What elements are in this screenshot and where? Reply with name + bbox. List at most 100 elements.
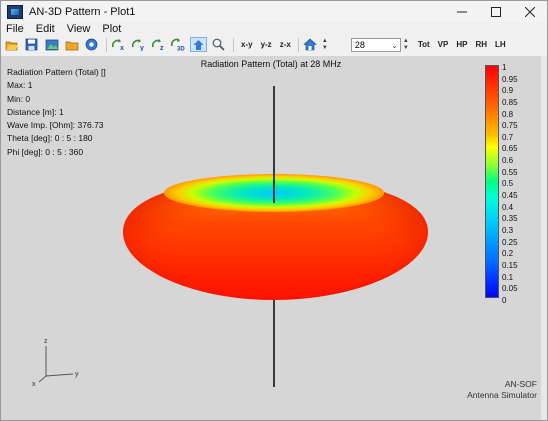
rotate-y-button[interactable]: y <box>130 37 147 52</box>
maximize-button[interactable] <box>479 1 513 22</box>
open-folder-icon <box>5 41 18 50</box>
scale-label: 0.85 <box>502 97 518 107</box>
scale-label: 0.8 <box>502 109 514 119</box>
total-button[interactable]: Tot <box>417 40 430 49</box>
rotate-y-icon: y <box>131 39 144 51</box>
view-top-icon <box>193 39 204 50</box>
toolbar-separator <box>106 37 107 52</box>
svg-text:y: y <box>140 45 144 51</box>
menu-view[interactable]: View <box>66 23 91 35</box>
scale-label: 0.3 <box>502 225 514 235</box>
zoom-button[interactable] <box>210 37 227 52</box>
watermark: AN-SOF Antenna Simulator <box>441 379 537 401</box>
vertical-scrollbar[interactable] <box>541 56 547 420</box>
rotate-z-button[interactable]: z <box>150 37 167 52</box>
spin-up-icon[interactable]: ▲ <box>402 37 409 44</box>
scale-label: 0.55 <box>502 167 518 177</box>
horizontal-polarization-button[interactable]: HP <box>456 40 468 49</box>
axis-z-label: z <box>44 338 48 345</box>
toolbar-separator <box>233 37 234 52</box>
plot-area[interactable]: z y x Radiation Pattern (Total) at 28 MH… <box>1 56 541 420</box>
frequency-select[interactable]: 28 ⌄ <box>350 37 401 52</box>
menu-file[interactable]: File <box>6 23 24 35</box>
scale-label: 0.25 <box>502 237 518 247</box>
info-line: Radiation Pattern (Total) [] <box>7 67 106 77</box>
rotate-3d-button[interactable]: 3D <box>170 37 187 52</box>
minimize-button[interactable] <box>445 1 479 22</box>
svg-text:z: z <box>160 45 164 51</box>
left-hand-polarization-button[interactable]: LH <box>495 40 506 49</box>
save-button[interactable] <box>23 37 40 52</box>
scale-label: 1 <box>502 63 507 72</box>
close-button[interactable] <box>513 1 547 22</box>
settings-button[interactable] <box>83 37 100 52</box>
scale-label: 0.05 <box>502 284 518 294</box>
spin-up-icon[interactable]: ▲ <box>321 37 328 44</box>
scale-label: 0.45 <box>502 191 518 201</box>
frequency-value: 28 <box>354 39 365 50</box>
vertical-polarization-button[interactable]: VP <box>437 40 449 49</box>
menu-bar: File Edit View Plot <box>1 22 547 36</box>
color-scale-labels: 1 0.95 0.9 0.85 0.8 0.75 0.7 0.65 0.6 0.… <box>502 62 518 306</box>
save-icon <box>25 38 38 51</box>
scale-label: 0.2 <box>502 249 514 259</box>
export-image-button[interactable] <box>43 37 60 52</box>
info-line: Theta [deg]: 0 : 5 : 180 <box>7 133 93 144</box>
plane-xy-button[interactable]: x-y <box>241 40 253 49</box>
spin-down-icon[interactable]: ▼ <box>402 44 409 51</box>
scale-label: 0.9 <box>502 86 514 96</box>
toolbar: x y z 3D x-y y-z z-x ▲ ▼ 28 ⌄ <box>1 36 547 53</box>
info-line: Distance [m]: 1 <box>7 106 64 117</box>
menu-edit[interactable]: Edit <box>35 23 55 35</box>
home-icon <box>303 38 318 51</box>
scale-label: 0 <box>502 295 507 305</box>
scale-label: 0.5 <box>502 179 514 189</box>
scale-label: 0.75 <box>502 121 518 131</box>
minimize-icon <box>457 11 467 12</box>
watermark-line-1: AN-SOF <box>504 379 537 389</box>
plane-yz-button[interactable]: y-z <box>260 40 272 49</box>
axis-triad: z y x <box>32 338 79 388</box>
scale-label: 0.7 <box>502 132 514 142</box>
right-hand-polarization-button[interactable]: RH <box>475 40 488 49</box>
axis-x-label: x <box>32 381 36 388</box>
menu-plot[interactable]: Plot <box>102 23 122 35</box>
scale-label: 0.35 <box>502 214 518 224</box>
zoom-icon <box>212 38 225 51</box>
view-top-button[interactable] <box>190 37 207 52</box>
scale-label: 0.1 <box>502 272 514 282</box>
watermark-line-2: Antenna Simulator <box>467 390 537 400</box>
svg-text:x: x <box>120 45 124 51</box>
scale-label: 0.4 <box>502 202 514 212</box>
scale-label: 0.65 <box>502 144 518 154</box>
svg-text:3D: 3D <box>177 47 185 52</box>
window-title: AN-3D Pattern - Plot1 <box>29 5 136 18</box>
title-bar[interactable]: AN-3D Pattern - Plot1 <box>1 1 547 22</box>
pattern-scene[interactable]: z y x <box>1 56 541 420</box>
view-spinner[interactable]: ▲ ▼ <box>322 37 330 52</box>
toolbar-separator <box>297 37 299 52</box>
info-line: Phi [deg]: 0 : 5 : 360 <box>7 146 84 157</box>
frequency-spinner[interactable]: ▲ ▼ <box>403 37 411 52</box>
rotate-z-icon: z <box>151 39 164 51</box>
scale-label: 0.15 <box>502 260 518 270</box>
scale-label: 0.6 <box>502 156 514 166</box>
plane-zx-button[interactable]: z-x <box>279 40 291 49</box>
plot-title: Radiation Pattern (Total) at 28 MHz <box>200 59 342 69</box>
pattern-info: Radiation Pattern (Total) [] Max: 1 Min:… <box>7 66 106 159</box>
info-line: Max: 1 <box>7 80 33 91</box>
spin-down-icon[interactable]: ▼ <box>321 44 328 51</box>
rotate-x-button[interactable]: x <box>110 37 127 52</box>
open-button[interactable] <box>3 37 20 52</box>
folder-button[interactable] <box>63 37 80 52</box>
chevron-down-icon: ⌄ <box>391 40 398 50</box>
settings-icon <box>85 38 98 51</box>
home-button[interactable] <box>302 37 319 52</box>
folder-icon <box>65 41 78 50</box>
close-icon <box>525 6 535 17</box>
color-scale-bar <box>485 65 499 298</box>
export-image-icon <box>45 39 58 50</box>
rotate-3d-icon: 3D <box>170 38 185 52</box>
app-icon <box>7 4 23 19</box>
